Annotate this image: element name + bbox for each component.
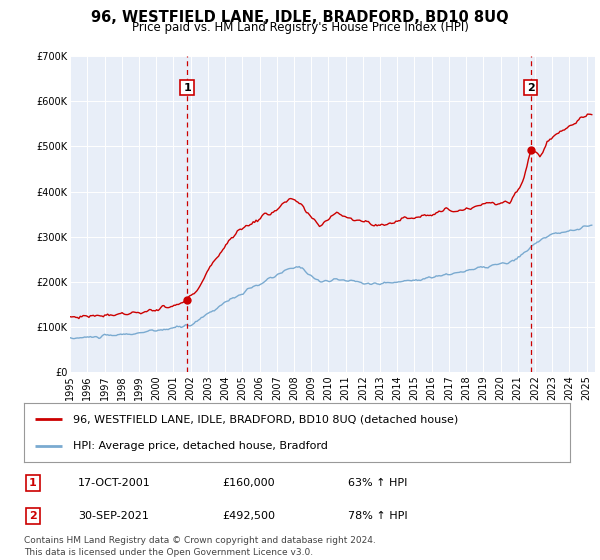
Text: 96, WESTFIELD LANE, IDLE, BRADFORD, BD10 8UQ (detached house): 96, WESTFIELD LANE, IDLE, BRADFORD, BD10… [73, 414, 458, 424]
Text: 2: 2 [29, 511, 37, 521]
Text: 1: 1 [29, 478, 37, 488]
Text: 63% ↑ HPI: 63% ↑ HPI [348, 478, 407, 488]
Text: 2: 2 [527, 83, 535, 92]
Text: 1: 1 [183, 83, 191, 92]
Text: £160,000: £160,000 [222, 478, 275, 488]
Text: Price paid vs. HM Land Registry's House Price Index (HPI): Price paid vs. HM Land Registry's House … [131, 21, 469, 34]
Text: Contains HM Land Registry data © Crown copyright and database right 2024.
This d: Contains HM Land Registry data © Crown c… [24, 536, 376, 557]
Text: 96, WESTFIELD LANE, IDLE, BRADFORD, BD10 8UQ: 96, WESTFIELD LANE, IDLE, BRADFORD, BD10… [91, 10, 509, 25]
Text: HPI: Average price, detached house, Bradford: HPI: Average price, detached house, Brad… [73, 441, 328, 451]
Text: 17-OCT-2001: 17-OCT-2001 [78, 478, 151, 488]
Text: 78% ↑ HPI: 78% ↑ HPI [348, 511, 407, 521]
Text: £492,500: £492,500 [222, 511, 275, 521]
Text: 30-SEP-2021: 30-SEP-2021 [78, 511, 149, 521]
